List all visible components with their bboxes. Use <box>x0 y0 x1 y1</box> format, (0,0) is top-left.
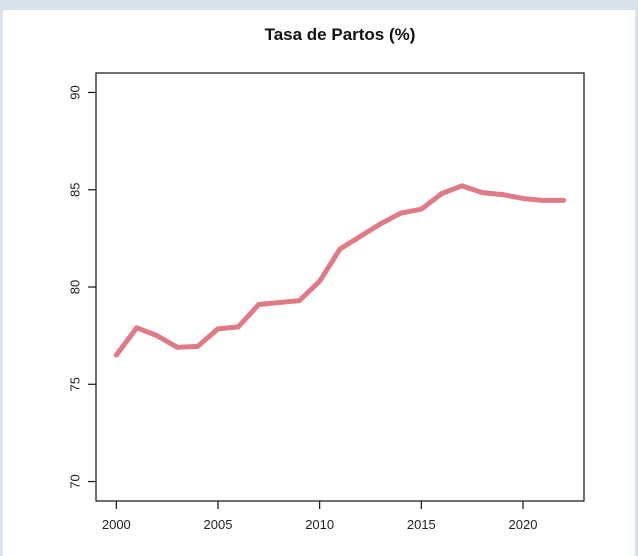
y-tick-label: 75 <box>67 377 82 391</box>
data-point <box>235 324 241 330</box>
x-tick-label: 2010 <box>305 517 334 532</box>
data-point <box>256 302 262 307</box>
data-point <box>459 183 465 189</box>
data-point <box>215 326 221 332</box>
y-tick-label: 85 <box>67 182 82 196</box>
chart-title: Tasa de Partos (%) <box>265 25 416 44</box>
data-point <box>378 221 384 227</box>
data-point <box>174 344 180 350</box>
data-points <box>113 183 567 358</box>
x-tick-label: 2020 <box>509 517 538 532</box>
data-point <box>276 300 282 305</box>
data-point <box>479 190 485 196</box>
data-point <box>296 298 302 304</box>
data-point <box>154 333 160 339</box>
series-line <box>113 183 567 358</box>
x-tick-label: 2005 <box>204 517 233 532</box>
data-point <box>500 192 506 197</box>
x-axis: 2000 2005 2010 2015 2020 <box>102 501 538 532</box>
y-tick-label: 80 <box>67 280 82 294</box>
y-axis: 70 75 80 85 90 <box>67 85 96 489</box>
data-point <box>195 343 201 349</box>
x-tick-label: 2000 <box>102 517 131 532</box>
y-tick-label: 90 <box>67 85 82 99</box>
data-point <box>439 191 445 197</box>
data-point <box>317 278 323 284</box>
data-point <box>398 210 404 216</box>
data-point <box>561 198 567 203</box>
data-point <box>134 325 140 331</box>
plot-frame <box>95 72 585 502</box>
data-point <box>540 198 546 203</box>
data-point <box>520 196 526 201</box>
data-point <box>418 206 424 212</box>
data-point <box>337 246 343 252</box>
y-tick-label: 70 <box>67 474 82 488</box>
x-tick-label: 2015 <box>407 517 436 532</box>
data-point <box>357 234 363 239</box>
data-point <box>113 352 119 358</box>
